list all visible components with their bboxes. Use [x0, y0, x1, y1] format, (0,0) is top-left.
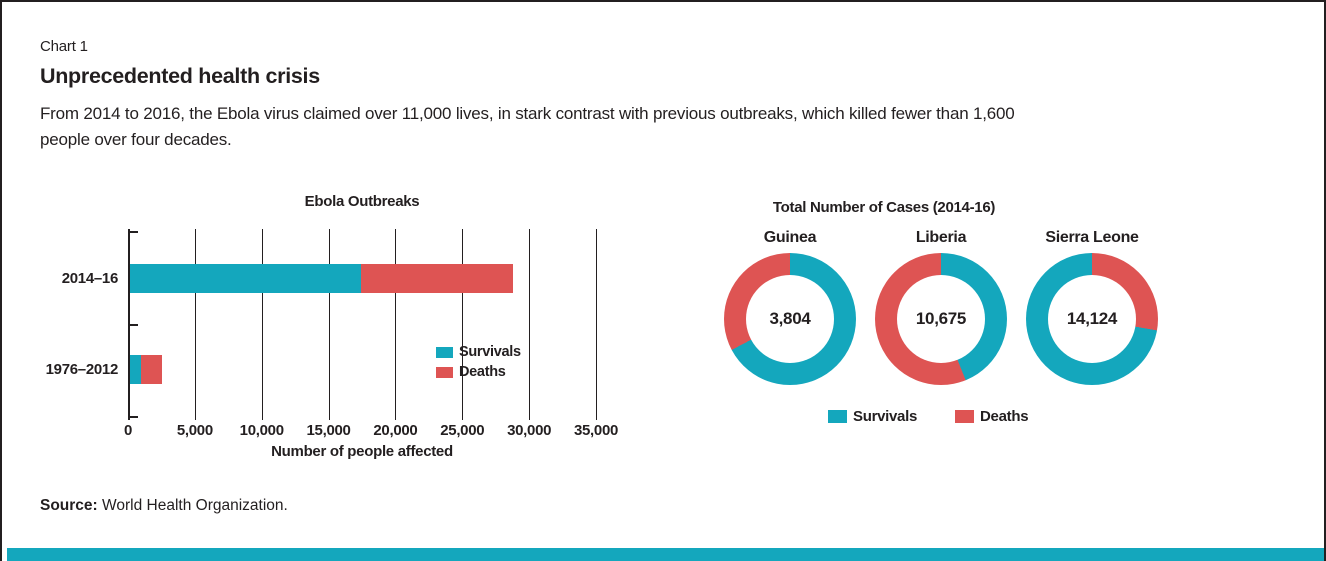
gridline-25,000: [462, 229, 463, 420]
bar-chart-title: Ebola Outbreaks: [304, 193, 420, 210]
donut-liberia: 10,675: [875, 253, 1007, 385]
bar-chart-legend: Survivals Deaths: [436, 344, 521, 380]
x-tick-label-5,000: 5,000: [176, 422, 213, 439]
gridline-15,000: [329, 229, 330, 420]
source-text: World Health Organization.: [97, 497, 288, 514]
source-label: Source:: [40, 497, 98, 514]
donut-label-liberia: Liberia: [915, 229, 967, 246]
donut-label-guinea: Guinea: [763, 229, 817, 246]
figure-title: Unprecedented health crisis: [40, 64, 320, 88]
donut-charts-legend: Survivals Deaths: [828, 408, 1029, 425]
donut-legend-swatch-deaths: [955, 410, 975, 423]
source-note: Source: World Health Organization.: [40, 497, 288, 515]
donut-legend-item-deaths: Deaths: [955, 408, 1029, 425]
subtitle-line-2: people over four decades.: [40, 129, 232, 149]
donut-hole-sierra-leone: 14,124: [1048, 275, 1136, 363]
legend-item-deaths: Deaths: [436, 364, 521, 380]
x-tick-label-15,000: 15,000: [306, 422, 351, 439]
x-tick-label-25,000: 25,000: [440, 422, 485, 439]
bar-segment-survivals-2014–16: [130, 264, 362, 293]
donut-total-guinea: 3,804: [769, 309, 811, 328]
bar-1976–2012: [130, 355, 163, 384]
donut-hole-guinea: 3,804: [746, 275, 834, 363]
bar-segment-deaths-1976–2012: [140, 355, 163, 384]
donut-legend-label-deaths: Deaths: [980, 408, 1029, 425]
gridline-30,000: [529, 229, 530, 420]
category-label-2014–16: 2014–16: [61, 270, 119, 287]
donut-charts-title: Total Number of Cases (2014-16): [772, 199, 996, 216]
y-axis-tick-2: [128, 416, 138, 418]
bar-segment-deaths-2014–16: [361, 264, 514, 293]
donut-legend-label-survivals: Survivals: [853, 408, 918, 425]
x-tick-label-0: 0: [123, 422, 133, 439]
legend-swatch-deaths: [436, 366, 453, 378]
x-tick-label-35,000: 35,000: [573, 422, 619, 439]
bar-chart-plot-area: [128, 229, 598, 420]
gridline-5,000: [195, 229, 196, 420]
chart-number-label: Chart 1: [40, 38, 88, 55]
x-tick-label-10,000: 10,000: [239, 422, 284, 439]
donut-legend-swatch-survivals: [828, 410, 847, 423]
donut-total-sierra-leone: 14,124: [1066, 309, 1118, 328]
bar-2014–16: [130, 264, 514, 293]
gridline-20,000: [395, 229, 396, 420]
gridline-35,000: [596, 229, 597, 420]
gridline-10,000: [262, 229, 263, 420]
subtitle-line-1: From 2014 to 2016, the Ebola virus claim…: [40, 104, 1015, 123]
donut-sierra-leone: 14,124: [1026, 253, 1158, 385]
bottom-accent-bar: [7, 548, 1324, 561]
x-tick-label-30,000: 30,000: [507, 422, 552, 439]
x-tick-label-20,000: 20,000: [373, 422, 418, 439]
category-label-1976–2012: 1976–2012: [45, 361, 119, 378]
y-axis-tick-1: [128, 324, 138, 326]
bar-segment-survivals-1976–2012: [130, 355, 141, 384]
donut-legend-item-survivals: Survivals: [828, 408, 917, 425]
y-axis-tick-0: [128, 231, 138, 233]
legend-label-survivals: Survivals: [459, 344, 521, 360]
donut-hole-liberia: 10,675: [897, 275, 985, 363]
donut-label-sierra-leone: Sierra Leone: [1045, 229, 1139, 246]
donut-guinea: 3,804: [724, 253, 856, 385]
figure-subtitle: From 2014 to 2016, the Ebola virus claim…: [40, 101, 1015, 152]
legend-swatch-survivals: [436, 346, 453, 358]
legend-label-deaths: Deaths: [459, 364, 506, 380]
donut-total-liberia: 10,675: [915, 309, 967, 328]
x-axis-title: Number of people affected: [271, 443, 453, 460]
legend-item-survivals: Survivals: [436, 344, 521, 360]
